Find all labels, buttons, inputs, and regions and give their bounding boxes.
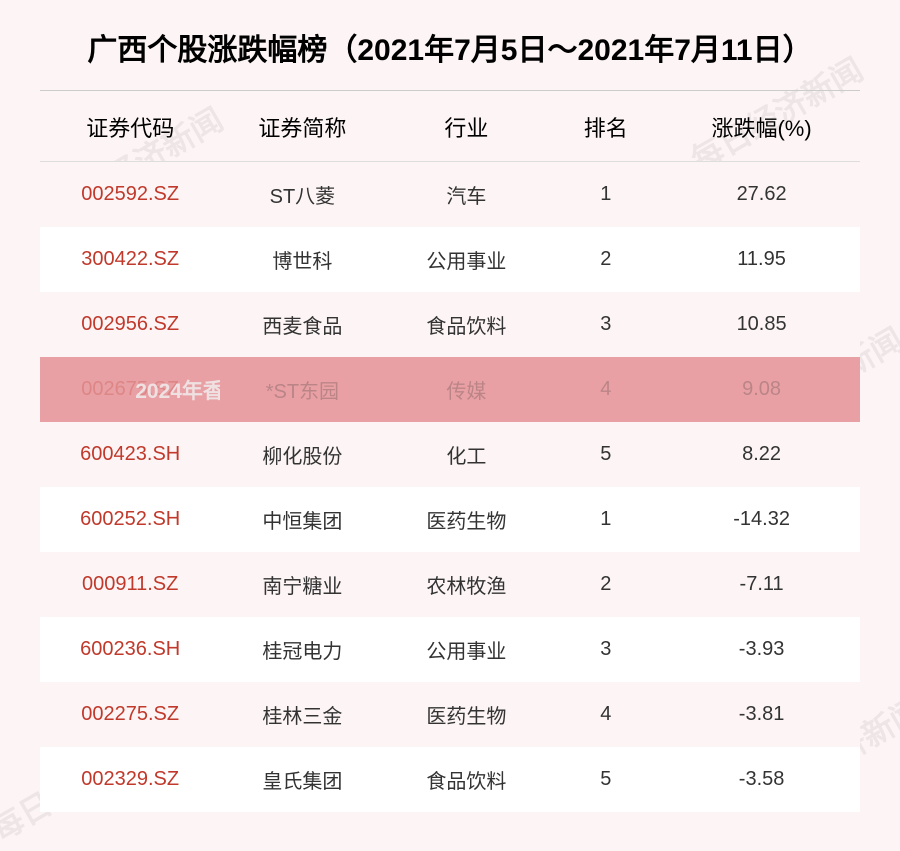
cell-code: 300422.SZ [40,227,220,292]
cell-industry: 公用事业 [384,227,548,292]
cell-code: 600252.SH [40,487,220,552]
cell-code: 002275.SZ [40,682,220,747]
cell-pct: -3.81 [663,682,860,747]
cell-name: 桂冠电力 [220,617,384,682]
col-header-industry: 行业 [384,91,548,162]
table-row: 600236.SH桂冠电力公用事业3-3.93 [40,617,860,682]
cell-pct: 10.85 [663,292,860,357]
cell-rank: 1 [548,487,663,552]
cell-rank: 2 [548,227,663,292]
cell-industry: 医药生物 [384,487,548,552]
cell-rank: 4 [548,682,663,747]
cell-name: *ST东园 [220,357,384,422]
cell-name: 西麦食品 [220,292,384,357]
cell-pct: 27.62 [663,162,860,228]
table-row: 002592.SZST八菱汽车127.62 [40,162,860,228]
col-header-name: 证券简称 [220,91,384,162]
table-row: 002675.SZ2024年香港港六+彩开奖号码,最新答案诠释说明_EWV27.… [40,357,860,422]
cell-industry: 医药生物 [384,682,548,747]
table-header-row: 证券代码 证券简称 行业 排名 涨跌幅(%) [40,91,860,162]
cell-name: 南宁糖业 [220,552,384,617]
cell-code: 002956.SZ [40,292,220,357]
cell-code: 000911.SZ [40,552,220,617]
cell-industry: 食品饮料 [384,292,548,357]
cell-rank: 4 [548,357,663,422]
table-row: 002329.SZ皇氏集团食品饮料5-3.58 [40,747,860,812]
cell-name: 博世科 [220,227,384,292]
table-row: 300422.SZ博世科公用事业211.95 [40,227,860,292]
cell-pct: 8.22 [663,422,860,487]
col-header-pct: 涨跌幅(%) [663,91,860,162]
page-title: 广西个股涨跌幅榜（2021年7月5日～2021年7月11日） [40,30,860,91]
cell-industry: 汽车 [384,162,548,228]
cell-code: 002675.SZ2024年香港港六+彩开奖号码,最新答案诠释说明_EWV27.… [40,357,220,422]
cell-pct: -3.93 [663,617,860,682]
col-header-rank: 排名 [548,91,663,162]
table-row: 600423.SH柳化股份化工58.22 [40,422,860,487]
cell-code: 002329.SZ [40,747,220,812]
cell-code: 600236.SH [40,617,220,682]
cell-code: 002592.SZ [40,162,220,228]
cell-rank: 5 [548,422,663,487]
cell-rank: 5 [548,747,663,812]
table-row: 002275.SZ桂林三金医药生物4-3.81 [40,682,860,747]
cell-industry: 传媒 [384,357,548,422]
table-row: 002956.SZ西麦食品食品饮料310.85 [40,292,860,357]
cell-industry: 食品饮料 [384,747,548,812]
cell-pct: -7.11 [663,552,860,617]
cell-name: 柳化股份 [220,422,384,487]
cell-rank: 2 [548,552,663,617]
cell-pct: -14.32 [663,487,860,552]
cell-industry: 化工 [384,422,548,487]
cell-pct: 11.95 [663,227,860,292]
stock-table: 证券代码 证券简称 行业 排名 涨跌幅(%) 002592.SZST八菱汽车12… [40,91,860,812]
cell-industry: 公用事业 [384,617,548,682]
cell-industry: 农林牧渔 [384,552,548,617]
cell-rank: 3 [548,292,663,357]
cell-name: 桂林三金 [220,682,384,747]
table-row: 000911.SZ南宁糖业农林牧渔2-7.11 [40,552,860,617]
cell-name: ST八菱 [220,162,384,228]
cell-rank: 3 [548,617,663,682]
cell-rank: 1 [548,162,663,228]
cell-pct: -3.58 [663,747,860,812]
cell-name: 中恒集团 [220,487,384,552]
cell-name: 皇氏集团 [220,747,384,812]
cell-code: 600423.SH [40,422,220,487]
cell-pct: 9.08 [663,357,860,422]
col-header-code: 证券代码 [40,91,220,162]
table-row: 600252.SH中恒集团医药生物1-14.32 [40,487,860,552]
